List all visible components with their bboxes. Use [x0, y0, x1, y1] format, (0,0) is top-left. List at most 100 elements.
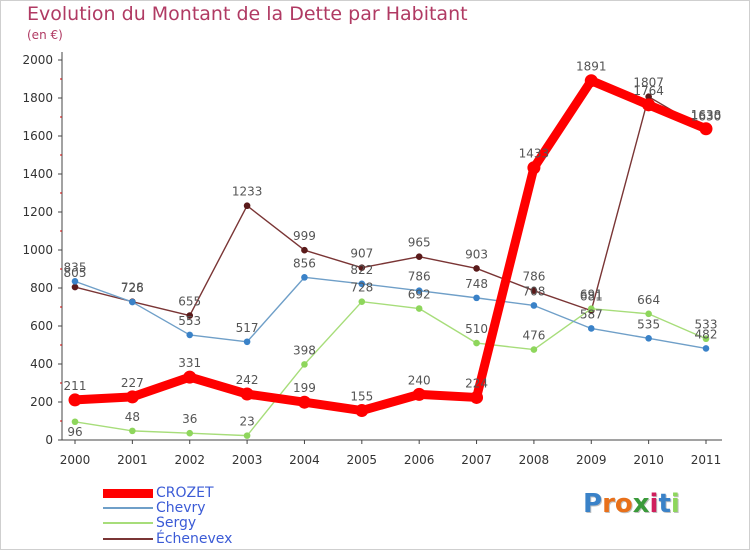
data-point	[702, 335, 710, 343]
data-point	[71, 283, 79, 291]
data-point	[473, 339, 480, 347]
data-point	[358, 280, 366, 288]
legend-item: Chevry	[103, 500, 206, 516]
data-point	[183, 370, 197, 384]
x-tick-label: 2011	[691, 453, 722, 467]
data-label: 240	[408, 373, 431, 387]
data-label: 398	[293, 343, 316, 357]
legend-swatch	[103, 522, 153, 524]
data-label: 553	[178, 314, 201, 328]
data-label: 1764	[633, 84, 664, 98]
data-point	[71, 278, 79, 285]
data-label: 786	[408, 270, 431, 284]
data-label: 36	[182, 412, 197, 426]
legend-item: CROZET	[103, 485, 214, 501]
data-label: 482	[695, 327, 718, 341]
y-tick-label: 400	[30, 357, 53, 371]
data-point	[645, 93, 652, 100]
data-label: 331	[178, 356, 201, 370]
data-point	[243, 202, 251, 210]
data-label: 1433	[519, 147, 550, 161]
data-point	[301, 246, 308, 254]
legend-label: Sergy	[156, 515, 197, 531]
data-label: 903	[465, 247, 488, 261]
data-point	[186, 429, 194, 437]
chart-title: Evolution du Montant de la Dette par Hab…	[27, 3, 468, 25]
data-point	[301, 361, 308, 368]
data-point	[243, 432, 251, 439]
chart-unit: (en €)	[27, 28, 63, 42]
data-point	[186, 312, 194, 319]
x-tick-label: 2010	[633, 453, 664, 467]
data-point	[129, 298, 136, 306]
data-label: 1233	[232, 185, 263, 199]
data-label: 708	[522, 284, 545, 298]
data-label: 728	[121, 281, 144, 295]
data-label: 510	[465, 322, 488, 336]
data-label: 587	[580, 307, 603, 321]
data-point	[645, 310, 652, 318]
data-label: 517	[236, 321, 259, 335]
legend-item: Sergy	[103, 515, 196, 531]
data-label: 476	[522, 329, 545, 343]
data-point	[584, 74, 598, 88]
y-tick-label: 1800	[22, 91, 53, 105]
data-label: 907	[350, 247, 373, 261]
data-label: 786	[522, 270, 545, 284]
y-tick-label: 1400	[22, 167, 53, 181]
x-tick-label: 2005	[347, 453, 378, 467]
legend-label: Chevry	[156, 500, 206, 516]
x-tick-label: 2009	[576, 453, 607, 467]
data-point	[702, 345, 710, 352]
data-label: 805	[64, 266, 87, 280]
x-tick-label: 2003	[232, 453, 263, 467]
data-label: 155	[350, 390, 373, 404]
x-tick-label: 2002	[174, 453, 205, 467]
data-label: 655	[178, 295, 201, 309]
data-label: 681	[580, 290, 603, 304]
data-point	[186, 331, 194, 339]
data-point	[645, 335, 652, 342]
data-label: 211	[64, 379, 87, 393]
x-tick-label: 2004	[289, 453, 320, 467]
data-point	[415, 287, 423, 294]
series-line-crozet	[70, 76, 711, 416]
legend-item: Échenevex	[103, 531, 232, 547]
y-tick-label: 200	[30, 395, 53, 409]
data-label: 664	[637, 293, 660, 307]
y-tick-label: 1000	[22, 243, 53, 257]
data-point	[473, 265, 480, 272]
data-label: 96	[67, 425, 82, 439]
data-point	[68, 393, 82, 407]
data-label: 691	[580, 288, 603, 302]
data-label: 692	[408, 288, 431, 302]
data-point	[355, 404, 369, 418]
y-tick-label: 0	[45, 433, 53, 447]
legend-swatch	[103, 507, 153, 509]
data-point	[71, 418, 79, 426]
data-label: 199	[293, 381, 316, 395]
x-tick-label: 2006	[404, 453, 435, 467]
data-point	[129, 427, 136, 435]
data-label: 224	[465, 376, 488, 390]
data-point	[530, 302, 538, 309]
data-label: 535	[637, 317, 660, 331]
data-label: 1891	[576, 60, 607, 74]
data-label: 999	[293, 229, 316, 243]
data-point	[473, 294, 480, 302]
data-point	[530, 287, 538, 294]
y-tick-label: 1200	[22, 205, 53, 219]
data-point	[412, 387, 426, 401]
series-line-échenevex	[74, 95, 707, 317]
data-point	[358, 264, 366, 271]
data-point	[301, 274, 308, 281]
series-line-chevry	[74, 276, 707, 350]
data-label: 23	[239, 415, 254, 429]
data-point	[530, 346, 538, 353]
series-line-sergy	[74, 300, 707, 437]
data-point	[587, 305, 595, 313]
data-point	[587, 325, 595, 332]
data-label: 533	[695, 318, 718, 332]
y-tick-label: 600	[30, 319, 53, 333]
